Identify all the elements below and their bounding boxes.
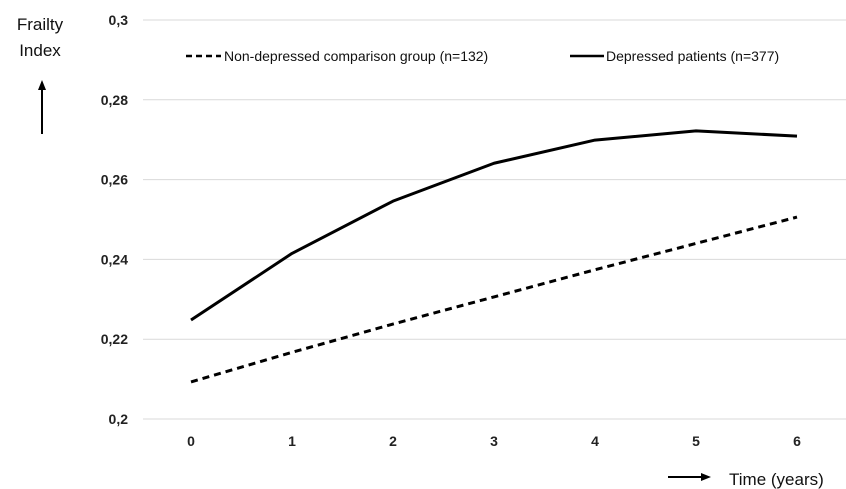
y-tick-label-4: 0,28 bbox=[101, 92, 128, 108]
gridlines bbox=[143, 19, 846, 420]
x-tick-label-2: 2 bbox=[389, 433, 397, 449]
x-tick-label-1: 1 bbox=[288, 433, 296, 449]
x-tick-label-4: 4 bbox=[591, 433, 599, 449]
series-line-depressed bbox=[190, 129, 798, 322]
y-tick-label-3: 0,26 bbox=[101, 172, 128, 188]
y-axis-arrow-icon bbox=[38, 80, 46, 134]
x-axis-ticks: 0 1 2 3 4 5 6 bbox=[187, 433, 801, 449]
legend-label-non-depressed: Non-depressed comparison group (n=132) bbox=[224, 48, 488, 64]
legend: Non-depressed comparison group (n=132) D… bbox=[186, 48, 779, 64]
series-line-non-depressed bbox=[190, 215, 798, 384]
x-axis-arrow-icon bbox=[668, 473, 711, 481]
y-tick-label-1: 0,22 bbox=[101, 331, 128, 347]
y-axis-title-line-2: Index bbox=[19, 41, 61, 60]
x-axis-title: Time (years) bbox=[729, 470, 824, 489]
y-tick-label-2: 0,24 bbox=[101, 251, 128, 267]
y-axis-title-line-1: Frailty bbox=[17, 15, 64, 34]
legend-label-depressed: Depressed patients (n=377) bbox=[606, 48, 779, 64]
x-tick-label-0: 0 bbox=[187, 433, 195, 449]
x-tick-label-6: 6 bbox=[793, 433, 801, 449]
series bbox=[190, 129, 798, 384]
x-tick-label-5: 5 bbox=[692, 433, 700, 449]
y-axis-ticks: 0,2 0,22 0,24 0,26 0,28 0,3 bbox=[101, 12, 128, 427]
y-tick-label-0: 0,2 bbox=[109, 411, 129, 427]
y-tick-label-5: 0,3 bbox=[109, 12, 129, 28]
x-tick-label-3: 3 bbox=[490, 433, 498, 449]
